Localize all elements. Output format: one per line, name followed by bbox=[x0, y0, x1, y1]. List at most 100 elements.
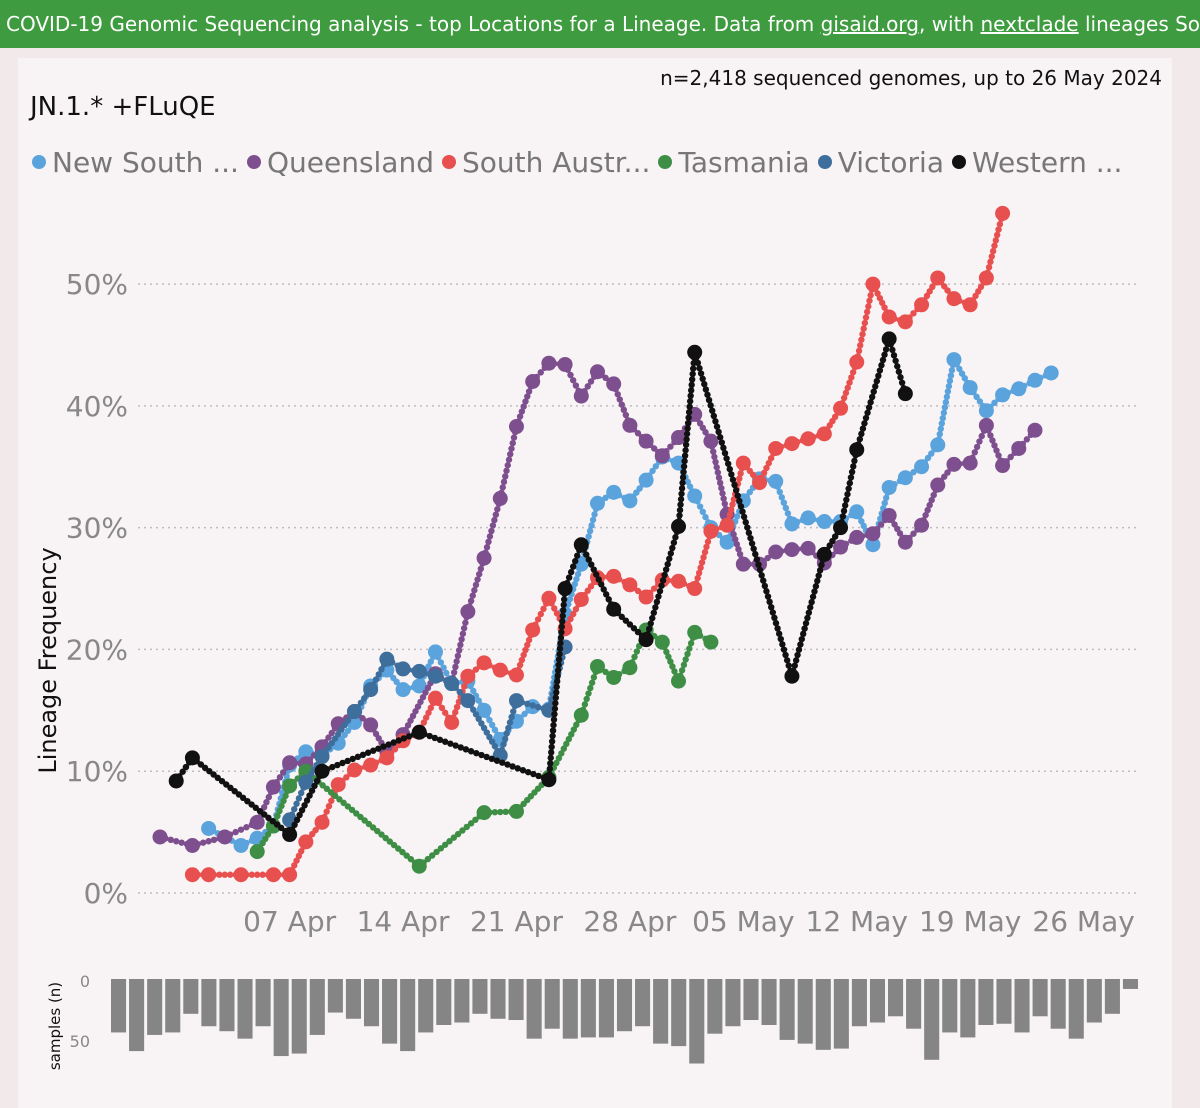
series-line-dot bbox=[1023, 436, 1031, 443]
legend-item[interactable]: Victoria bbox=[817, 146, 944, 179]
series-line-dot bbox=[395, 845, 402, 852]
series-line-dot bbox=[766, 598, 773, 606]
data-point bbox=[573, 707, 589, 723]
data-point bbox=[687, 344, 703, 360]
series-line-dot bbox=[649, 614, 656, 622]
series-line-dot bbox=[811, 588, 818, 595]
legend-item[interactable]: Queensland bbox=[246, 146, 434, 179]
gisaid-link[interactable]: gisaid.org bbox=[820, 12, 919, 36]
series-line-dot bbox=[559, 618, 566, 625]
series-line-dot bbox=[924, 454, 932, 462]
series-line-dot bbox=[878, 362, 885, 369]
series-line-dot bbox=[298, 806, 306, 814]
data-point bbox=[687, 581, 703, 597]
series-line-dot bbox=[520, 403, 527, 410]
series-line-dot bbox=[476, 570, 483, 578]
series-line-dot bbox=[798, 635, 805, 643]
series-line-dot bbox=[840, 394, 848, 402]
series-line-dot bbox=[774, 625, 781, 632]
series-line-dot bbox=[713, 464, 720, 471]
legend-label: Western ... bbox=[972, 146, 1123, 179]
series-line-dot bbox=[750, 545, 757, 552]
data-point bbox=[525, 374, 541, 389]
data-point bbox=[541, 590, 557, 606]
series-line-dot bbox=[860, 325, 867, 332]
series-line-dot bbox=[221, 871, 229, 878]
series-line-dot bbox=[721, 449, 729, 457]
series-line-dot bbox=[336, 796, 343, 803]
sample-count-bar bbox=[327, 979, 343, 1013]
legend-label: Queensland bbox=[266, 146, 434, 179]
data-point bbox=[849, 442, 865, 458]
series-line-dot bbox=[802, 620, 810, 627]
series-line-dot bbox=[581, 701, 589, 708]
legend: New South ... Queensland South Austr... Tas… bbox=[32, 146, 1130, 179]
series-line-dot bbox=[688, 376, 696, 383]
legend-item[interactable]: South Austr... bbox=[441, 146, 650, 179]
series-line-dot bbox=[696, 365, 703, 372]
data-point bbox=[395, 661, 411, 677]
series-line-dot bbox=[598, 581, 605, 588]
data-point bbox=[427, 668, 443, 684]
data-point bbox=[833, 400, 849, 416]
series-line-dot bbox=[473, 749, 480, 757]
sample-count-bar bbox=[147, 979, 163, 1035]
sample-count-bar bbox=[797, 979, 813, 1044]
series-line-dot bbox=[795, 646, 803, 653]
data-point bbox=[800, 540, 816, 556]
series-line-dot bbox=[547, 749, 555, 756]
x-tick-label: 07 Apr bbox=[243, 905, 336, 938]
series-line-dot bbox=[422, 689, 429, 696]
series-line-dot bbox=[680, 463, 688, 470]
series-line-dot bbox=[764, 593, 772, 600]
series-line-dot bbox=[716, 479, 724, 487]
series-line-dot bbox=[731, 481, 738, 489]
legend-dot-icon bbox=[658, 155, 673, 169]
series-line-dot bbox=[509, 439, 516, 447]
series-line-dot bbox=[437, 659, 445, 666]
series-line-dot bbox=[508, 445, 515, 452]
series-line-dot bbox=[682, 441, 690, 448]
series-line-dot bbox=[618, 613, 625, 621]
series-line-dot bbox=[293, 816, 301, 824]
data-point bbox=[654, 634, 670, 650]
series-line-dot bbox=[488, 527, 495, 535]
series-line-dot bbox=[516, 661, 524, 669]
series-line-dot bbox=[548, 743, 555, 751]
data-point bbox=[800, 431, 816, 447]
data-point bbox=[184, 867, 200, 883]
series-line-dot bbox=[779, 641, 786, 648]
legend-item[interactable]: New South ... bbox=[32, 146, 239, 179]
series-line-dot bbox=[551, 705, 559, 712]
series-line-dot bbox=[669, 544, 676, 552]
data-point bbox=[946, 291, 962, 307]
legend-label: Victoria bbox=[837, 146, 944, 179]
series-line-dot bbox=[382, 834, 389, 842]
series-line-dot bbox=[385, 741, 392, 748]
series-line-dot bbox=[469, 592, 476, 599]
series-line-dot bbox=[298, 789, 305, 797]
sample-count-bar bbox=[237, 979, 253, 1039]
data-point bbox=[606, 376, 622, 392]
legend-item[interactable]: Western ... bbox=[952, 146, 1122, 179]
source-banner: COVID-19 Genomic Sequencing analysis - t… bbox=[0, 0, 1200, 48]
data-point bbox=[298, 774, 314, 790]
data-point bbox=[541, 772, 557, 788]
legend-item[interactable]: Tasmania bbox=[658, 146, 810, 179]
series-line-dot bbox=[492, 511, 500, 518]
series-line-dot bbox=[687, 387, 695, 394]
series-line-dot bbox=[734, 492, 741, 499]
series-line-dot bbox=[948, 367, 956, 374]
series-line-dot bbox=[502, 473, 509, 480]
series-line-dot bbox=[737, 503, 745, 510]
series-line-dot bbox=[702, 386, 710, 393]
series-line-dot bbox=[930, 491, 937, 499]
series-line-dot bbox=[280, 797, 287, 805]
series-line-dot bbox=[780, 646, 788, 653]
series-line-dot bbox=[329, 763, 336, 771]
data-point bbox=[752, 475, 768, 491]
series-line-dot bbox=[547, 754, 554, 762]
series-line-dot bbox=[760, 577, 767, 584]
nextclade-link[interactable]: nextclade bbox=[980, 12, 1079, 36]
series-line-dot bbox=[167, 836, 175, 844]
